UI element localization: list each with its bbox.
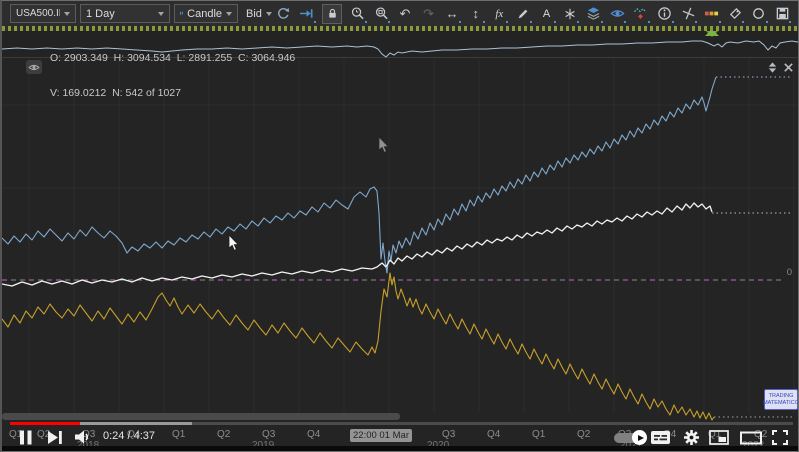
fullscreen-button[interactable] bbox=[772, 430, 788, 450]
shapes-circle-icon[interactable] bbox=[751, 6, 768, 23]
axis-quarter-label: Q4 bbox=[307, 429, 321, 440]
mouse-cursor-white bbox=[228, 235, 240, 251]
period-value: 1 Day bbox=[86, 7, 115, 20]
theater-icon bbox=[740, 431, 762, 445]
gear-icon bbox=[684, 430, 699, 445]
symbol-value: USA500.IDX/... bbox=[16, 8, 60, 19]
fullscreen-icon bbox=[772, 430, 788, 445]
axis-quarter-label: Q2 bbox=[577, 429, 591, 440]
side-value: Bid bbox=[246, 7, 262, 20]
video-played-bar bbox=[10, 422, 80, 425]
volume-icon bbox=[75, 430, 89, 444]
play-icon bbox=[637, 434, 644, 441]
visibility-eye-icon[interactable] bbox=[609, 6, 627, 23]
zoom-area-icon[interactable] bbox=[373, 6, 391, 23]
symbol-dropdown[interactable]: USA500.IDX/... bbox=[10, 4, 76, 23]
miniplayer-button[interactable] bbox=[709, 430, 729, 450]
watermark-line1: TRADING bbox=[768, 392, 794, 399]
miniplayer-icon bbox=[709, 430, 729, 445]
ohlc-line2: V: 169.0212 N: 542 of 1027 bbox=[50, 86, 181, 99]
side-dropdown[interactable]: Bid bbox=[240, 4, 274, 23]
refresh-icon[interactable] bbox=[275, 6, 291, 22]
period-dropdown[interactable]: 1 Day bbox=[80, 4, 170, 23]
v-arrow-glyph: ↕ bbox=[472, 6, 480, 21]
ohlc-readout: O: 2903.349 H: 3094.534 L: 2891.255 C: 3… bbox=[50, 30, 295, 122]
zero-axis-label: 0 bbox=[786, 267, 792, 278]
fx-glyph: fx bbox=[495, 7, 504, 20]
watermark-badge: TRADING MATEMATICO bbox=[763, 389, 799, 410]
chart-toolbar: USA500.IDX/... 1 Day Candle Bid bbox=[2, 1, 798, 26]
pause-icon bbox=[20, 430, 32, 445]
text-tool-icon[interactable]: A bbox=[539, 6, 556, 23]
eye-icon bbox=[28, 64, 40, 70]
video-progress-bar[interactable] bbox=[10, 422, 793, 425]
subtitles-button[interactable] bbox=[651, 431, 670, 449]
up-down-arrows-icon bbox=[768, 61, 776, 73]
axis-quarter-label: Q1 bbox=[172, 429, 186, 440]
redo-icon[interactable]: ↷ bbox=[421, 6, 437, 22]
axis-quarter-label: Q3 bbox=[442, 429, 456, 440]
white-instrument-line bbox=[2, 202, 713, 287]
close-icon bbox=[783, 62, 793, 72]
theme-tag-icon[interactable] bbox=[727, 6, 745, 23]
selected-time-tag: 22:00 01 Mar bbox=[350, 429, 412, 442]
theater-mode-button[interactable] bbox=[740, 431, 762, 450]
chevron-down-icon bbox=[226, 11, 232, 16]
next-button[interactable] bbox=[48, 431, 63, 449]
bottom-black-bar bbox=[2, 446, 798, 451]
redo-glyph: ↷ bbox=[423, 6, 435, 21]
autoplay-toggle[interactable] bbox=[614, 433, 644, 443]
draw-pencil-icon[interactable] bbox=[515, 6, 532, 23]
lock-icon[interactable] bbox=[322, 3, 343, 24]
vertical-scale-icon[interactable]: ↕ bbox=[468, 6, 485, 23]
zoom-time-icon[interactable] bbox=[350, 6, 367, 23]
volume-button[interactable] bbox=[75, 430, 92, 449]
layers-icon[interactable] bbox=[586, 6, 603, 23]
chart-hscrollbar-thumb[interactable] bbox=[2, 413, 400, 420]
toggle-visibility-button[interactable] bbox=[26, 60, 42, 74]
horizontal-scale-icon[interactable]: ↔ bbox=[444, 6, 462, 23]
next-icon bbox=[48, 431, 62, 444]
crosshair-icon[interactable] bbox=[680, 6, 698, 23]
alert-dash-band bbox=[2, 26, 798, 31]
pause-button[interactable] bbox=[19, 430, 33, 450]
axis-quarter-label: Q4 bbox=[487, 429, 501, 440]
axis-quarter-label: Q1 bbox=[532, 429, 546, 440]
axis-quarter-label: Q3 bbox=[262, 429, 276, 440]
close-panel-button[interactable] bbox=[780, 60, 796, 74]
chevron-down-icon bbox=[265, 11, 272, 16]
autoplay-toggle-knob[interactable] bbox=[632, 430, 647, 445]
toolbar-icon-row: ↶ ↷ ↔ ↕ fx A bbox=[275, 3, 794, 24]
info-icon[interactable] bbox=[657, 6, 674, 23]
chart-type-dropdown[interactable]: Candle bbox=[174, 4, 238, 23]
h-arrow-glyph: ↔ bbox=[445, 6, 459, 21]
chevron-down-icon bbox=[64, 11, 70, 16]
mouse-cursor-gray bbox=[378, 137, 390, 153]
undo-icon[interactable]: ↶ bbox=[397, 6, 413, 22]
settings-button[interactable] bbox=[683, 429, 700, 451]
video-buffered-bar bbox=[10, 422, 193, 425]
yellow-instrument-line bbox=[2, 272, 715, 421]
scale-updown-button[interactable] bbox=[764, 60, 780, 74]
chevron-down-icon bbox=[158, 11, 164, 16]
auto-patterns-icon[interactable] bbox=[633, 6, 650, 23]
watermark-line2: MATEMATICO bbox=[763, 399, 799, 406]
axis-quarter-label: Q2 bbox=[217, 429, 231, 440]
candle-icon bbox=[180, 11, 183, 16]
pattern-tool-icon[interactable] bbox=[562, 6, 580, 23]
period-colors-icon[interactable] bbox=[704, 6, 721, 23]
subtitles-icon bbox=[651, 431, 670, 444]
undo-glyph: ↶ bbox=[399, 6, 411, 21]
indicators-fx-icon[interactable]: fx bbox=[491, 6, 509, 23]
video-time-display: 0:24 / 4:37 bbox=[103, 430, 155, 442]
jump-to-latest-icon[interactable] bbox=[299, 6, 316, 23]
ohlc-line1: O: 2903.349 H: 3094.534 L: 2891.255 C: 3… bbox=[50, 52, 296, 64]
text-glyph: A bbox=[542, 7, 551, 20]
chart-type-value: Candle bbox=[187, 7, 222, 20]
save-icon[interactable] bbox=[774, 6, 792, 23]
